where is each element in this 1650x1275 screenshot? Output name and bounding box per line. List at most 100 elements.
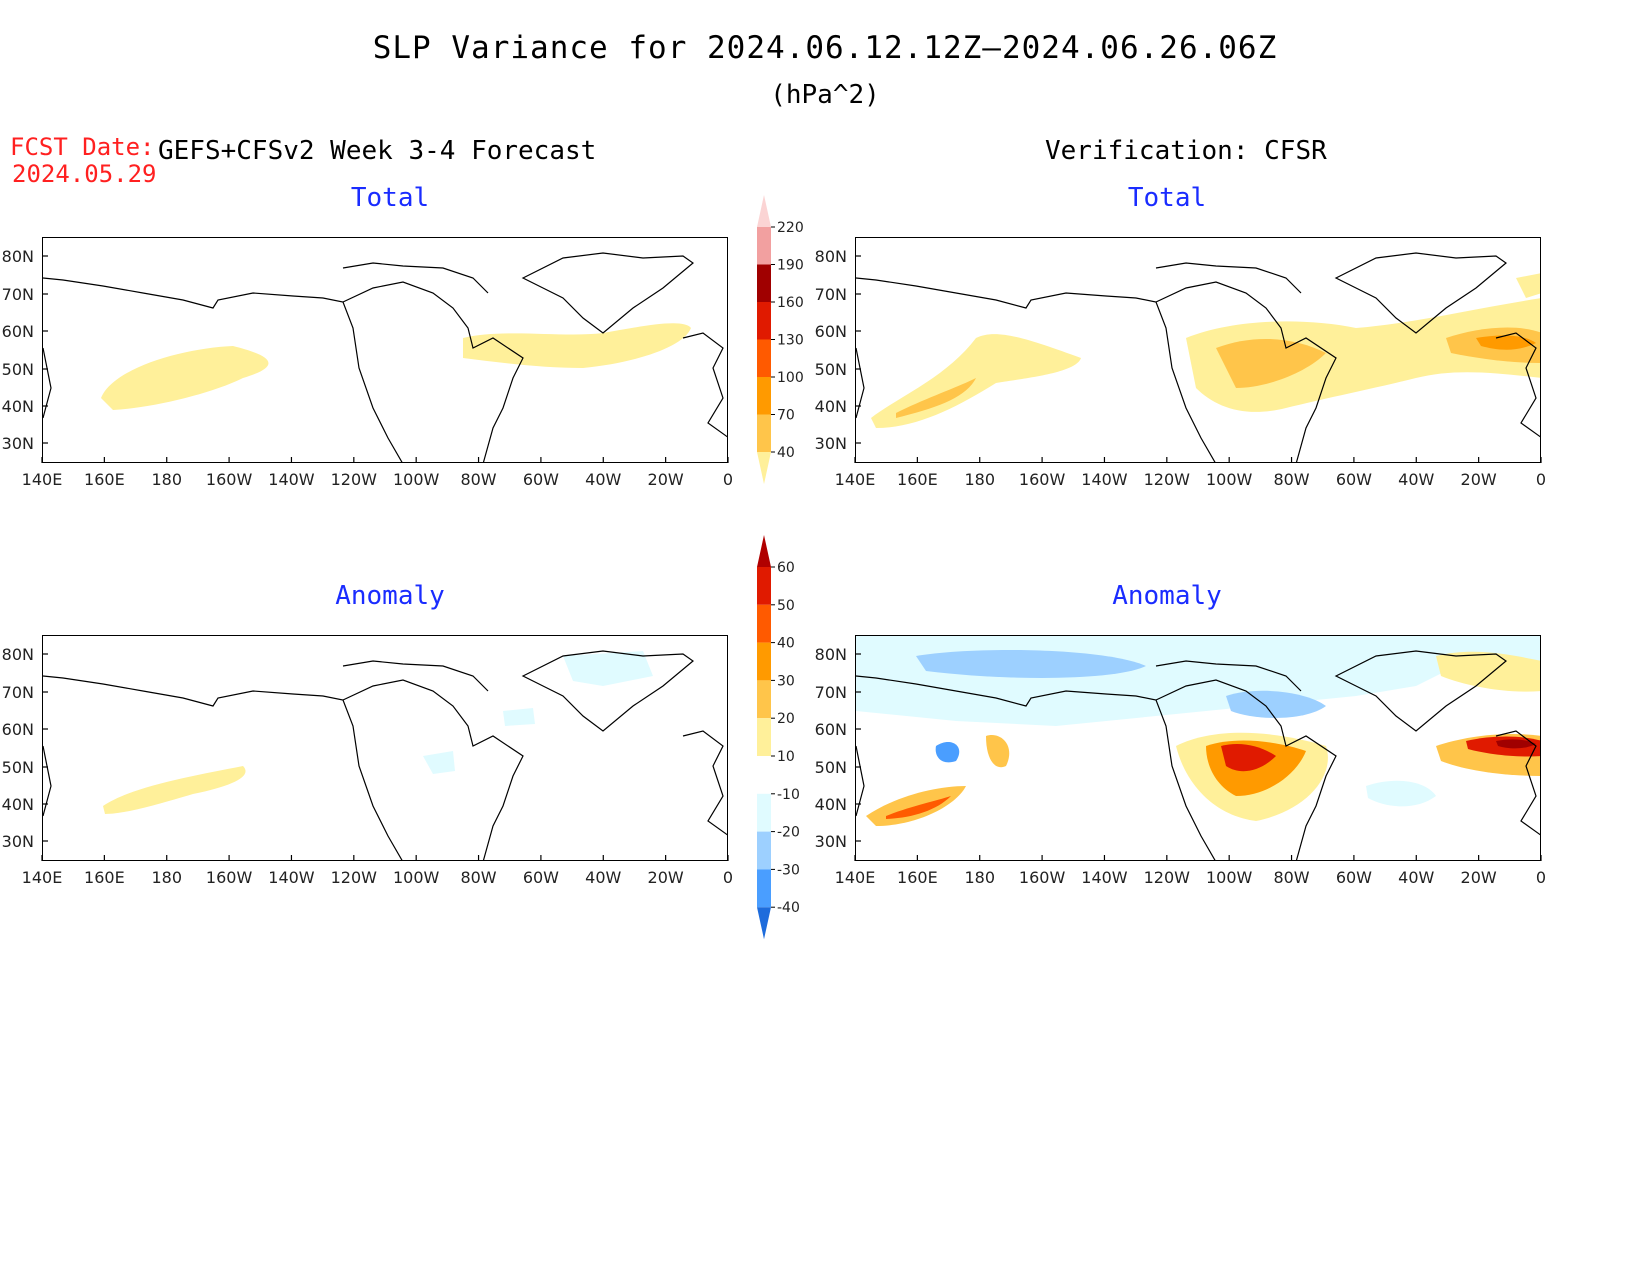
colorbar-anomaly: 60 50 40 30 20 10 -10 -20 -30 -40 xyxy=(757,535,800,940)
lon-tick-label: 100W xyxy=(1206,868,1253,887)
shading-verif-total xyxy=(871,273,1540,428)
colorbar-total-label: 70 xyxy=(777,408,795,424)
lon-tick-label: 0 xyxy=(723,470,733,489)
colorbar-anomaly-label: -10 xyxy=(777,787,800,803)
lon-tick-label: 140W xyxy=(1081,868,1128,887)
colorbar-total-top-arrow xyxy=(757,195,771,227)
colorbar-anomaly-swatch xyxy=(757,680,771,719)
map-fcst-anomaly xyxy=(42,635,728,861)
colorbar-anomaly-label: -20 xyxy=(777,825,800,841)
map-verif-total xyxy=(855,237,1541,463)
colorbar-total-label: 130 xyxy=(777,333,804,349)
lon-tick-label: 60W xyxy=(1336,868,1372,887)
map-fcst-total xyxy=(42,237,728,463)
colorbar-anomaly-swatch xyxy=(757,642,771,681)
lat-tick-label: 60N xyxy=(815,720,847,739)
lat-tick-label: 70N xyxy=(2,285,34,304)
colorbar-anomaly-swatch xyxy=(757,718,771,756)
coastlines-verif-anomaly xyxy=(856,650,1540,860)
colorbar-anomaly-label: -30 xyxy=(777,862,800,878)
lat-tick-label: 40N xyxy=(2,397,34,416)
lon-tick-label: 100W xyxy=(393,868,440,887)
colorbar-anomaly-swatch xyxy=(757,793,771,832)
lat-tick-label: 30N xyxy=(2,832,34,851)
colorbar-anomaly-swatch xyxy=(757,567,771,605)
colorbar-anomaly-label: 10 xyxy=(777,749,795,765)
lon-tick-label: 40W xyxy=(585,868,621,887)
lon-tick-label: 140E xyxy=(835,470,876,489)
lon-tick-label: 0 xyxy=(1536,470,1546,489)
colorbar-total-swatch xyxy=(757,339,771,377)
colorbar-anomaly-top-arrow xyxy=(757,535,771,567)
lon-tick-label: 180 xyxy=(151,868,182,887)
colorbar-total-label: 220 xyxy=(777,220,804,236)
lon-tick-label: 180 xyxy=(151,470,182,489)
lat-tick-label: 80N xyxy=(815,247,847,266)
lat-tick-label: 60N xyxy=(2,720,34,739)
lon-tick-label: 20W xyxy=(1461,470,1497,489)
lon-tick-label: 20W xyxy=(1461,868,1497,887)
lon-tick-label: 180 xyxy=(964,470,995,489)
lon-tick-label: 160E xyxy=(897,868,938,887)
colorbar-anomaly-swatch xyxy=(757,604,771,643)
lon-tick-label: 140W xyxy=(268,470,315,489)
colorbar-total-swatch xyxy=(757,414,771,452)
lon-tick-label: 40W xyxy=(585,470,621,489)
colorbar-total-label: 160 xyxy=(777,295,804,311)
lon-tick-label: 120W xyxy=(1144,868,1191,887)
lon-tick-label: 140W xyxy=(268,868,315,887)
lon-tick-label: 160E xyxy=(897,470,938,489)
fcst-date-label: FCST Date: xyxy=(10,133,155,161)
lat-tick-label: 30N xyxy=(2,434,34,453)
colorbar-anomaly-bottom-arrow xyxy=(757,907,771,940)
lat-tick-label: 50N xyxy=(2,360,34,379)
lon-tick-label: 180 xyxy=(964,868,995,887)
lat-tick-label: 40N xyxy=(815,795,847,814)
colorbar-anomaly-label: 50 xyxy=(777,598,795,614)
panel-title-fcst-total: Total xyxy=(350,183,430,213)
lon-tick-label: 60W xyxy=(523,470,559,489)
fcst-date-value: 2024.05.29 xyxy=(12,160,157,188)
main-title: SLP Variance for 2024.06.12.12Z–2024.06.… xyxy=(372,30,1278,66)
lon-tick-label: 80W xyxy=(460,470,496,489)
coastlines-verif-total xyxy=(856,252,1540,462)
colorbar-anomaly-label: 30 xyxy=(777,673,795,689)
lat-tick-label: 60N xyxy=(815,322,847,341)
lon-tick-label: 20W xyxy=(648,868,684,887)
lon-tick-label: 80W xyxy=(1273,868,1309,887)
verification-heading: Verification: CFSR xyxy=(1045,136,1327,166)
colorbar-total-swatch xyxy=(757,302,771,340)
shading-fcst-total xyxy=(101,323,691,410)
colorbar-total: 220 190 160 130 100 70 40 xyxy=(757,195,804,484)
lon-tick-label: 160E xyxy=(84,868,125,887)
lon-tick-label: 100W xyxy=(1206,470,1253,489)
shading-fcst-anomaly xyxy=(103,651,653,814)
lat-tick-label: 60N xyxy=(2,322,34,341)
lon-tick-label: 120W xyxy=(1144,470,1191,489)
colorbar-anomaly-label: -40 xyxy=(777,900,800,916)
lon-tick-label: 0 xyxy=(1536,868,1546,887)
coastlines-fcst-total xyxy=(43,252,727,462)
panel-title-verif-total: Total xyxy=(1127,183,1207,213)
coastlines-fcst-anomaly xyxy=(43,650,727,860)
lon-tick-label: 140E xyxy=(835,868,876,887)
lon-tick-label: 140E xyxy=(22,470,63,489)
colorbar-anomaly-swatch xyxy=(757,869,771,908)
lat-tick-label: 50N xyxy=(2,758,34,777)
lon-tick-label: 100W xyxy=(393,470,440,489)
lon-tick-label: 160W xyxy=(206,470,253,489)
colorbar-anomaly-swatch xyxy=(757,831,771,870)
lon-tick-label: 120W xyxy=(331,470,378,489)
lat-tick-label: 50N xyxy=(815,758,847,777)
lat-tick-label: 40N xyxy=(815,397,847,416)
lat-tick-label: 80N xyxy=(815,645,847,664)
colorbar-total-bottom-arrow xyxy=(757,452,771,484)
colorbar-total-swatch xyxy=(757,377,771,415)
lat-tick-label: 40N xyxy=(2,795,34,814)
colorbar-total-label: 190 xyxy=(777,258,804,274)
colorbar-total-label: 40 xyxy=(777,445,795,461)
lat-tick-label: 80N xyxy=(2,645,34,664)
colorbar-anomaly-swatch xyxy=(757,756,771,794)
colorbar-anomaly-label: 20 xyxy=(777,711,795,727)
